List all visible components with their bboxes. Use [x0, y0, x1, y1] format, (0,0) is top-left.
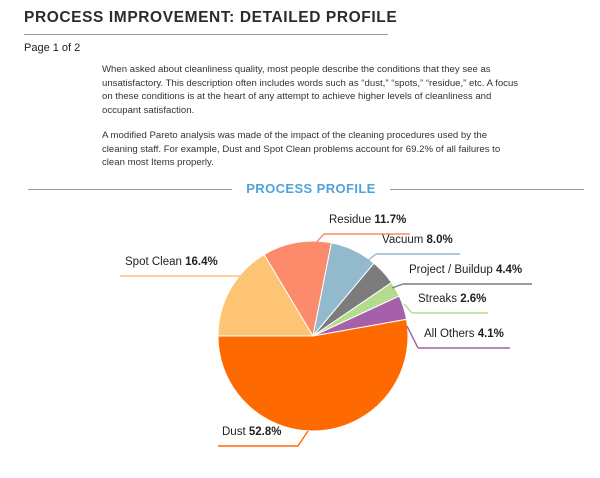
pie-label-name-project-buildup: Project / Buildup — [409, 264, 496, 276]
title-divider — [24, 34, 388, 35]
pie-label-name-dust: Dust — [222, 426, 249, 438]
section-divider-left — [28, 189, 232, 190]
pie-label-value-dust: 52.8% — [249, 426, 282, 438]
pie-label-value-residue: 11.7% — [374, 214, 406, 226]
leader-line-all-others — [406, 325, 419, 349]
pie-label-value-spot-clean: 16.4% — [185, 256, 218, 268]
pie-label-name-spot-clean: Spot Clean — [125, 256, 185, 268]
leader-line-vacuum — [365, 253, 377, 263]
pie-label-vacuum: Vacuum 8.0% — [382, 234, 453, 246]
pie-label-value-all-others: 4.1% — [478, 328, 504, 340]
leader-line-project-buildup — [391, 283, 404, 289]
pie-slice-dust — [217, 318, 409, 432]
intro-paragraph: When asked about cleanliness quality, mo… — [102, 64, 519, 116]
pie-slice-spot-clean — [217, 253, 314, 337]
leader-line-residue — [313, 233, 325, 246]
pie-label-all-others: All Others 4.1% — [424, 328, 504, 340]
pie-label-value-streaks: 2.6% — [460, 293, 486, 305]
pie-slice-residue — [263, 240, 332, 338]
section-divider-right — [390, 189, 584, 190]
page-title: PROCESS IMPROVEMENT: DETAILED PROFILE — [24, 9, 398, 26]
pie-label-value-vacuum: 8.0% — [427, 234, 453, 246]
pie-label-dust: Dust 52.8% — [222, 426, 281, 438]
pie-label-name-residue: Residue — [329, 214, 374, 226]
pie-label-residue: Residue 11.7% — [329, 214, 406, 226]
pareto-paragraph: A modified Pareto analysis was made of t… — [102, 130, 501, 169]
pie-label-value-project-buildup: 4.4% — [496, 264, 522, 276]
leader-line-dust — [297, 430, 309, 447]
page-number: Page 1 of 2 — [24, 42, 81, 54]
leader-line-spot-clean — [241, 275, 251, 284]
pie-label-name-streaks: Streaks — [418, 293, 460, 305]
pie-label-streaks: Streaks 2.6% — [418, 293, 486, 305]
section-title: PROCESS PROFILE — [246, 181, 376, 196]
pie-label-name-all-others: All Others — [424, 328, 478, 340]
pie-label-project-buildup: Project / Buildup 4.4% — [409, 264, 522, 276]
leader-line-streaks — [403, 303, 413, 314]
pie-label-name-vacuum: Vacuum — [382, 234, 427, 246]
pie-label-spot-clean: Spot Clean 16.4% — [125, 256, 218, 268]
